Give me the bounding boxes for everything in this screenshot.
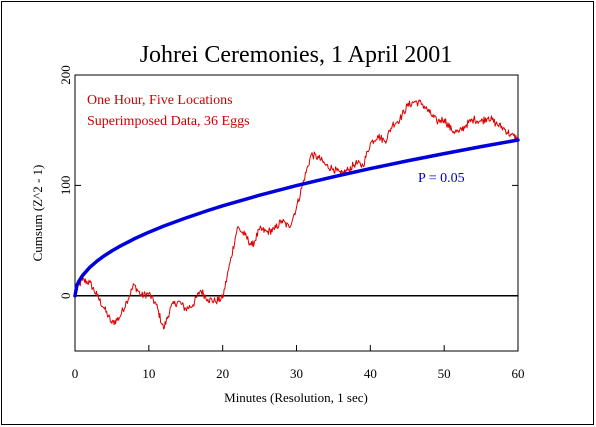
x-axis-ticks: 0 10 20 30 40 50 60 bbox=[72, 345, 525, 381]
y-tick-label: 0 bbox=[58, 293, 73, 300]
series-line-p005 bbox=[73, 138, 520, 298]
annotation-locations: One Hour, Five Locations bbox=[87, 93, 233, 108]
x-tick-label: 20 bbox=[216, 366, 229, 381]
y-axis-label: Cumsum (Z^2 - 1) bbox=[30, 165, 45, 262]
series-line-cumsum bbox=[74, 99, 519, 330]
x-axis-label: Minutes (Resolution, 1 sec) bbox=[224, 390, 368, 405]
x-tick-label: 50 bbox=[438, 366, 451, 381]
x-tick-label: 60 bbox=[512, 366, 525, 381]
series-layer bbox=[73, 99, 520, 330]
annotation-p-value: P = 0.05 bbox=[418, 171, 465, 186]
y-tick-label: 200 bbox=[58, 65, 73, 85]
x-tick-label: 0 bbox=[72, 366, 79, 381]
x-tick-label: 30 bbox=[290, 366, 303, 381]
x-tick-label: 40 bbox=[364, 366, 377, 381]
x-tick-label: 10 bbox=[142, 366, 155, 381]
chart-title: Johrei Ceremonies, 1 April 2001 bbox=[140, 42, 453, 68]
y-tick-label: 100 bbox=[58, 176, 73, 196]
annotation-superimposed: Superimposed Data, 36 Eggs bbox=[87, 114, 250, 129]
